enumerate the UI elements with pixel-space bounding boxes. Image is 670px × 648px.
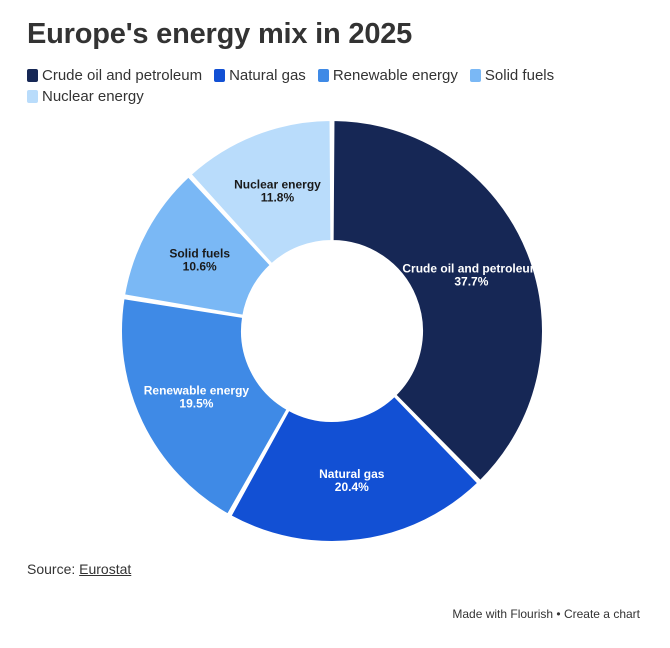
source-link[interactable]: Eurostat	[79, 561, 132, 577]
donut-slice[interactable]	[189, 118, 333, 266]
footer-credit: Made with Flourish • Create a chart	[452, 607, 640, 621]
legend-label: Crude oil and petroleum	[42, 67, 203, 84]
donut-slice[interactable]	[120, 296, 289, 516]
donut-slice[interactable]	[331, 118, 544, 483]
slice-label: Renewable energy	[144, 383, 250, 397]
legend-swatch	[27, 90, 38, 103]
legend-label: Solid fuels	[484, 67, 555, 84]
legend-item[interactable]: Solid fuels	[469, 66, 555, 85]
chart-title: Europe's energy mix in 2025	[27, 18, 413, 50]
chart-legend: Crude oil and petroleum Natural gas Renewa…	[27, 66, 627, 106]
donut-slice[interactable]	[229, 394, 480, 543]
legend-item[interactable]: Nuclear energy	[27, 87, 144, 106]
legend-label: Renewable energy	[332, 67, 458, 84]
legend-swatch	[214, 69, 226, 82]
slice-value-label: 11.8%	[261, 191, 295, 205]
made-with-flourish-link[interactable]: Made with Flourish	[452, 607, 554, 621]
slice-label: Nuclear energy	[234, 178, 321, 192]
legend-swatch	[27, 69, 38, 82]
legend-label: Natural gas	[229, 67, 306, 84]
legend-label: Nuclear energy	[42, 88, 144, 105]
slice-label: Crude oil and petroleum	[402, 261, 540, 275]
slice-label: Solid fuels	[169, 246, 230, 260]
legend-item[interactable]: Natural gas	[214, 66, 306, 85]
source-line: Source: Eurostat	[27, 561, 131, 577]
create-chart-link[interactable]: Create a chart	[563, 607, 640, 621]
slice-label: Natural gas	[319, 467, 385, 481]
slice-value-label: 37.7%	[454, 274, 488, 288]
legend-item[interactable]: Crude oil and petroleum	[27, 66, 202, 85]
slice-value-label: 19.5%	[179, 396, 213, 410]
legend-swatch	[469, 69, 481, 82]
footer-separator: •	[553, 607, 564, 621]
legend-swatch	[317, 69, 329, 82]
legend-item[interactable]: Renewable energy	[317, 66, 458, 85]
slice-value-label: 20.4%	[335, 480, 369, 494]
donut-slice[interactable]	[122, 174, 273, 317]
source-prefix: Source:	[27, 561, 80, 577]
slice-value-label: 10.6%	[183, 259, 217, 273]
